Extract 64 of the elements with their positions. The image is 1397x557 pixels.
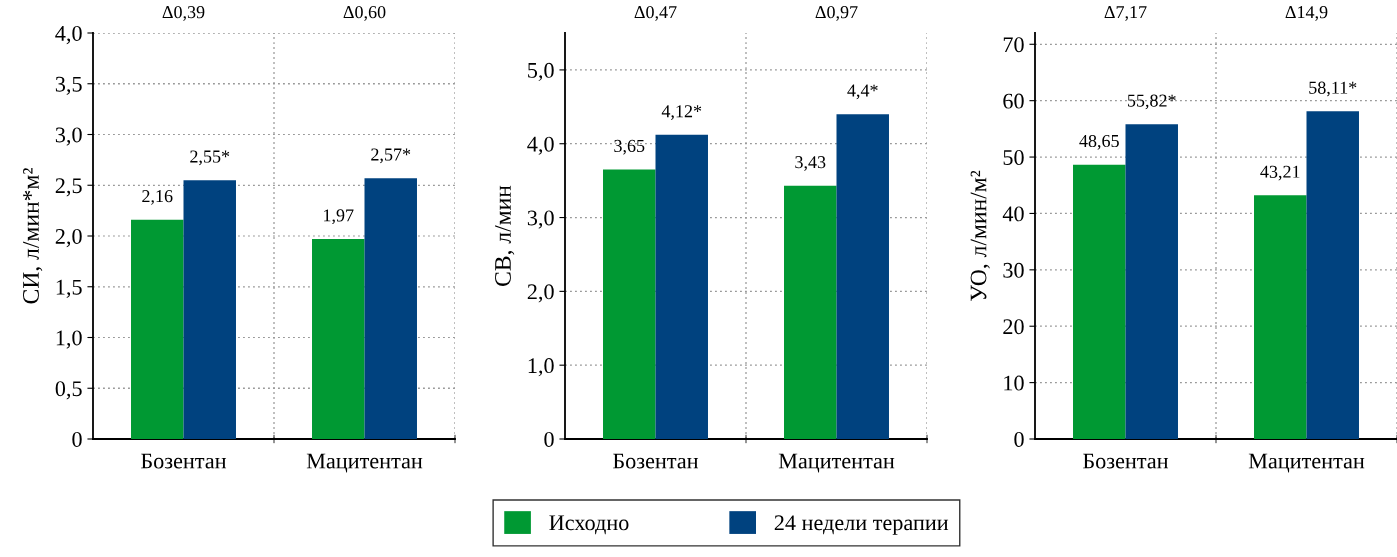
data-label: 2,16	[142, 190, 173, 205]
y-tick-label: 60	[1003, 93, 1024, 109]
bar	[183, 180, 236, 439]
y-tick-label: 1,5	[56, 279, 82, 298]
legend-label: Исходно	[549, 515, 629, 535]
y-tick-label: 0,5	[55, 381, 82, 400]
text: Δ0,97	[815, 6, 858, 21]
y-tick-label: 40	[1002, 206, 1024, 222]
bar	[1073, 164, 1126, 439]
x-tick-label: Мацитентан	[1248, 453, 1365, 473]
y-tick-label: 0	[1014, 431, 1024, 447]
y-tick-label: 3,5	[55, 76, 82, 95]
x-tick-label: Мацитентан	[306, 453, 423, 473]
y-tick-label: 2,5	[55, 178, 82, 197]
text: Δ14,9	[1285, 6, 1328, 21]
y-tick-label: 0	[544, 431, 554, 447]
data-label: 4,4*	[847, 84, 878, 100]
y-tick-label: 4,0	[55, 25, 82, 45]
data-label: 55,82*	[1127, 94, 1176, 110]
bar	[1125, 124, 1178, 439]
y-tick-label: 3,0	[527, 210, 554, 229]
y-tick-label: 50	[1003, 149, 1024, 165]
bar	[655, 134, 708, 439]
bar	[784, 185, 837, 439]
bar	[312, 239, 365, 439]
y-tick-label: 5,0	[528, 62, 554, 82]
bar	[836, 114, 889, 439]
y-tick-label: 20	[1003, 319, 1024, 335]
text: Δ0,60	[343, 6, 386, 21]
data-label: 2,55*	[190, 150, 230, 166]
text: Δ7,17	[1104, 6, 1147, 21]
x-tick-label: Бозентан	[1083, 453, 1169, 469]
y-axis-title: СВ, л/мин	[495, 185, 515, 286]
data-label: 1,97	[324, 209, 354, 225]
x-tick-label: Бозентан	[141, 453, 227, 469]
bar	[1306, 111, 1359, 439]
y-tick-label: 3,0	[55, 127, 82, 146]
y-tick-label: 10	[1004, 375, 1024, 391]
data-label: 43,21	[1260, 165, 1300, 181]
y-axis-title: СИ, л/мин*м²	[23, 168, 43, 304]
data-label: 48,65	[1079, 134, 1119, 150]
x-tick-label: Бозентан	[613, 453, 699, 469]
y-tick-label: 0	[72, 431, 82, 447]
text: Δ0,47	[634, 6, 677, 21]
bar	[603, 169, 656, 439]
data-label: 3,65	[614, 139, 645, 155]
y-tick-label: 1,0	[528, 358, 554, 377]
bar	[1254, 195, 1307, 439]
data-label: 4,12*	[661, 105, 702, 120]
text: Δ0,39	[162, 6, 205, 21]
x-tick-label: Мацитентан	[778, 453, 895, 473]
y-tick-label: 1,0	[56, 330, 82, 349]
data-label: 3,43	[795, 156, 826, 171]
y-axis-title: УО, л/мин/м²	[970, 170, 990, 302]
bar	[364, 178, 417, 439]
bar	[131, 219, 184, 439]
y-tick-label: 30	[1003, 262, 1024, 278]
y-tick-label: 2,0	[55, 228, 82, 248]
y-tick-label: 2,0	[527, 284, 554, 303]
y-tick-label: 4,0	[527, 136, 554, 155]
data-label: 58,11*	[1309, 81, 1357, 97]
y-tick-label: 70	[1003, 37, 1024, 53]
data-label: 2,57*	[371, 148, 411, 164]
legend-label: 24 недели терапии	[774, 515, 949, 535]
